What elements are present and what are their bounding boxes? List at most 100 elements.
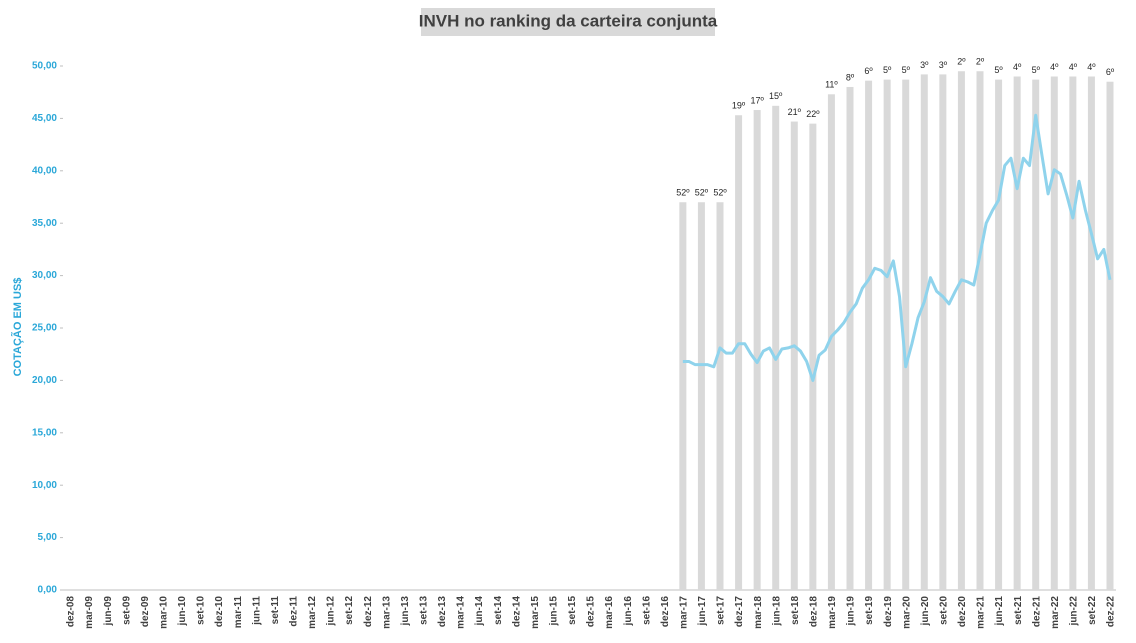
bar (1013, 76, 1021, 591)
bar-label: 11º (825, 80, 838, 90)
x-tick-label: dez-22 (1106, 596, 1117, 628)
y-tick-label: 0,00 (38, 585, 58, 596)
bar (902, 79, 910, 591)
x-tick-label: jun-15 (548, 596, 559, 627)
x-tick-label: jun-19 (846, 596, 857, 627)
x-tick-label: jun-18 (771, 596, 782, 627)
bar-label: 4º (1087, 62, 1096, 72)
bar-label: 6º (1106, 67, 1115, 77)
x-tick-label: dez-09 (140, 596, 151, 628)
bar-label: 17º (750, 95, 764, 105)
x-tick-label: mar-22 (1050, 596, 1061, 629)
bar (995, 79, 1003, 591)
x-tick-label: mar-09 (84, 596, 95, 629)
bar (1087, 76, 1095, 591)
x-tick-label: mar-20 (901, 596, 912, 629)
x-tick-label: jun-20 (920, 596, 931, 627)
x-tick-label: set-11 (270, 596, 281, 625)
bar (735, 115, 743, 591)
bar-label: 2º (976, 57, 985, 67)
bar-label: 8º (846, 72, 855, 82)
y-tick-label: 50,00 (32, 61, 57, 72)
bar-label: 4º (1013, 62, 1022, 72)
bar-label: 5º (883, 65, 892, 75)
bar (957, 71, 965, 591)
bar (846, 86, 854, 591)
bar (1069, 76, 1077, 591)
x-tick-label: dez-16 (660, 596, 671, 628)
y-tick-label: 30,00 (32, 270, 57, 281)
bar-label: 52º (676, 188, 690, 198)
y-tick-label: 5,00 (38, 532, 58, 543)
y-tick-label: 25,00 (32, 323, 57, 334)
bar-label: 19º (732, 101, 746, 111)
x-tick-label: mar-19 (827, 596, 838, 629)
bar-label: 5º (994, 65, 1003, 75)
bar-label: 4º (1069, 62, 1078, 72)
bar (1106, 81, 1114, 590)
x-tick-label: dez-10 (214, 596, 225, 628)
x-tick-label: dez-21 (1031, 596, 1042, 628)
y-tick-label: 35,00 (32, 218, 57, 229)
bar-label: 21º (788, 107, 802, 117)
bar (1050, 76, 1058, 591)
x-tick-label: dez-11 (288, 596, 299, 627)
y-tick-label: 40,00 (32, 165, 57, 176)
x-tick-label: set-13 (418, 596, 429, 625)
x-tick-label: jun-09 (103, 596, 114, 627)
x-tick-label: mar-16 (604, 596, 615, 629)
chart-title: INVH no ranking da carteira conjunta (419, 11, 718, 30)
bar-label: 4º (1050, 62, 1059, 72)
x-tick-label: mar-14 (456, 596, 467, 629)
y-tick-label: 10,00 (32, 480, 57, 491)
x-tick-label: dez-19 (883, 596, 894, 628)
x-tick-label: dez-08 (66, 596, 77, 628)
x-tick-label: mar-15 (530, 596, 541, 629)
x-tick-label: mar-11 (233, 596, 244, 629)
bar (827, 94, 835, 591)
bar (883, 79, 891, 591)
bar-label: 2º (957, 57, 966, 67)
bar (716, 202, 724, 591)
x-tick-label: mar-13 (381, 596, 392, 629)
x-tick-label: set-12 (344, 596, 355, 625)
x-tick-label: mar-12 (307, 596, 318, 629)
x-tick-label: mar-10 (158, 596, 169, 629)
title-box (421, 8, 715, 36)
price-line (682, 113, 1112, 382)
x-tick-label: set-15 (567, 596, 578, 625)
x-tick-label: set-17 (716, 596, 727, 625)
x-tick-label: dez-20 (957, 596, 968, 628)
x-tick-label: set-09 (121, 596, 132, 625)
bar (920, 74, 928, 590)
bar-label: 22º (806, 109, 820, 119)
bar (809, 123, 817, 590)
x-tick-label: jun-12 (326, 596, 337, 627)
x-tick-label: dez-14 (511, 596, 522, 628)
bar (679, 202, 687, 591)
x-tick-label: jun-22 (1068, 596, 1079, 627)
bar (939, 74, 947, 590)
bar (772, 105, 780, 590)
bar (865, 80, 873, 590)
x-tick-label: set-20 (938, 596, 949, 625)
x-tick-label: jun-16 (623, 596, 634, 627)
bar-label: 3º (939, 60, 948, 70)
x-tick-label: jun-11 (251, 596, 262, 626)
x-tick-label: set-10 (196, 596, 207, 625)
bar (1032, 79, 1040, 591)
bar (790, 121, 798, 590)
x-tick-label: set-22 (1087, 596, 1098, 625)
x-tick-label: jun-14 (474, 596, 485, 627)
bar (976, 71, 984, 591)
bar-label: 52º (713, 188, 727, 198)
x-tick-label: jun-13 (400, 596, 411, 627)
x-tick-label: jun-10 (177, 596, 188, 627)
x-tick-label: set-18 (790, 596, 801, 625)
x-tick-label: dez-13 (437, 596, 448, 628)
x-tick-label: mar-17 (678, 596, 689, 629)
x-tick-label: dez-15 (586, 596, 597, 628)
x-tick-label: dez-17 (734, 596, 745, 628)
